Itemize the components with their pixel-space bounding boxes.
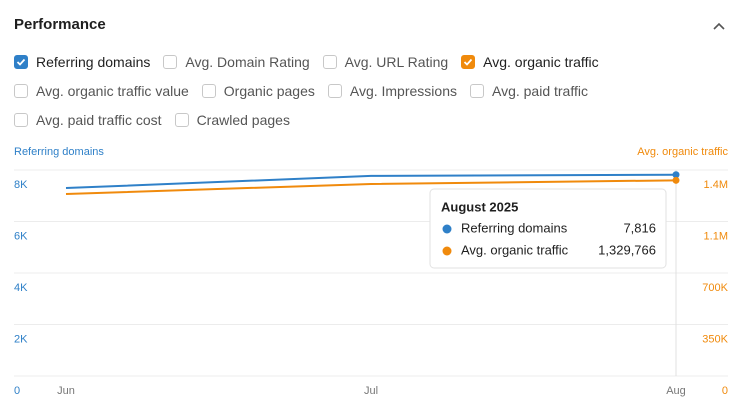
checkbox[interactable] — [174, 113, 189, 127]
series-line — [65, 173, 677, 190]
checkbox[interactable] — [461, 55, 476, 69]
metric-checkbox[interactable]: Avg. organic traffic value — [14, 81, 189, 101]
checkbox-label: Referring domains — [36, 54, 151, 70]
checkbox-label: Avg. organic traffic value — [36, 83, 189, 99]
metric-checkbox[interactable]: Avg. URL Rating — [322, 52, 449, 72]
checkbox-label: Avg. Impressions — [349, 83, 457, 99]
collapse-button[interactable] — [709, 16, 729, 36]
y-tick-label: 8K — [14, 179, 28, 191]
checkbox-label: Avg. URL Rating — [344, 54, 449, 70]
tooltip-series-name: Referring domains — [461, 220, 568, 235]
tooltip — [429, 188, 667, 269]
check-icon — [464, 58, 473, 66]
checkbox[interactable] — [327, 84, 342, 98]
metric-checkbox[interactable]: Organic pages — [201, 81, 315, 101]
y-tick-label: 2K — [14, 333, 28, 345]
x-tick-label: Aug — [666, 385, 686, 397]
metric-checkbox[interactable]: Crawled pages — [174, 110, 290, 130]
checkbox-label: Avg. Domain Rating — [185, 54, 310, 70]
y-tick-label: 4K — [14, 282, 28, 294]
checkbox-label: Avg. organic traffic — [483, 54, 599, 70]
y2-tick-label: 1.4M — [704, 179, 728, 191]
tooltip-dot — [442, 246, 452, 256]
tooltip-series-name: Avg. organic traffic — [461, 242, 569, 257]
panel-title: Performance — [14, 16, 106, 33]
metric-checkbox[interactable]: Avg. paid traffic — [469, 81, 588, 101]
chart: Referring domains Avg. organic traffic 0 2K… — [14, 146, 729, 397]
x-tick-label: Jun — [57, 385, 75, 397]
metric-checkboxes: Referring domains Avg. Domain Rating Avg. … — [14, 52, 639, 130]
y-axis-title: Referring domains — [14, 146, 104, 158]
checkbox[interactable] — [163, 55, 178, 69]
metric-checkbox[interactable]: Avg. Impressions — [327, 81, 457, 101]
metric-checkbox[interactable]: Referring domains — [14, 52, 150, 72]
x-tick-label: Jul — [364, 385, 378, 397]
checkbox[interactable] — [322, 55, 337, 69]
metric-checkbox[interactable]: Avg. organic traffic — [461, 52, 599, 72]
tooltip-value: 7,816 — [623, 220, 656, 235]
metric-checkbox[interactable]: Avg. Domain Rating — [163, 52, 310, 72]
y-tick-label: 0 — [14, 385, 20, 397]
checkbox[interactable] — [14, 84, 28, 98]
hover-point — [672, 171, 680, 179]
y2-tick-label: 0 — [722, 385, 728, 397]
checkbox[interactable] — [14, 113, 28, 127]
y2-axis-title: Avg. organic traffic — [637, 146, 728, 158]
tooltip-value: 1,329,766 — [598, 242, 656, 257]
series-line — [65, 179, 677, 195]
checkbox[interactable] — [201, 84, 216, 98]
tooltip-dot — [442, 224, 452, 234]
checkbox-label: Crawled pages — [196, 112, 290, 128]
y2-tick-label: 1.1M — [704, 230, 728, 242]
hover-point — [672, 176, 680, 184]
y-tick-label: 6K — [14, 230, 28, 242]
checkbox[interactable] — [14, 55, 28, 69]
metric-checkbox[interactable]: Avg. paid traffic cost — [14, 110, 162, 130]
check-icon — [16, 58, 26, 66]
checkbox-label: Avg. paid traffic — [491, 83, 588, 99]
y2-tick-label: 350K — [702, 333, 728, 345]
y2-tick-label: 700K — [702, 282, 728, 294]
checkbox-label: Avg. paid traffic cost — [36, 112, 162, 128]
checkbox[interactable] — [469, 84, 484, 98]
tooltip-title: August 2025 — [441, 199, 518, 214]
checkbox-label: Organic pages — [223, 83, 315, 99]
